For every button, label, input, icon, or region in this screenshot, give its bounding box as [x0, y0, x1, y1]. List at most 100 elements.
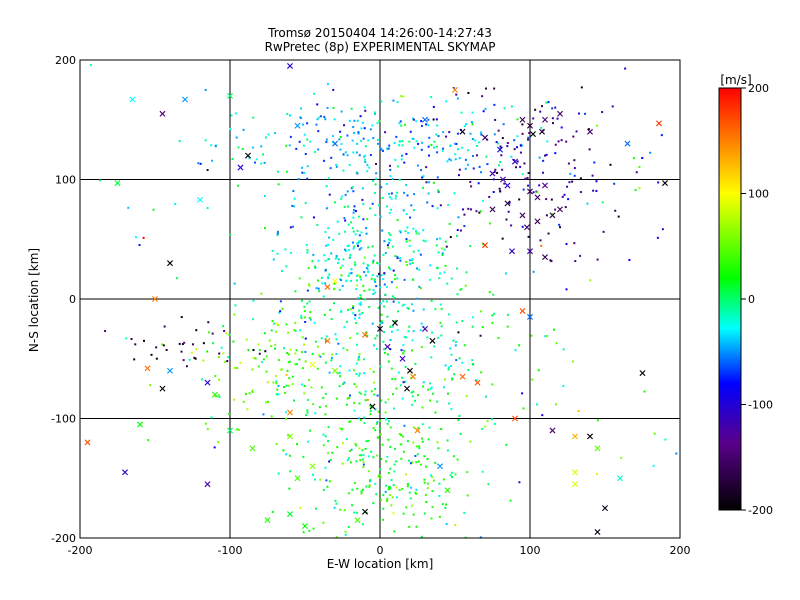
dot-point [461, 146, 464, 149]
x-marker-point [594, 529, 601, 536]
dot-point [657, 181, 660, 184]
dot-point [288, 144, 291, 147]
dot-point [566, 185, 569, 188]
x-marker-point [489, 170, 496, 177]
dot-point [275, 382, 278, 385]
x-marker-point [167, 367, 173, 374]
dot-point [175, 277, 178, 280]
dot-point [438, 494, 441, 497]
colorbar [719, 88, 741, 510]
dot-point [567, 162, 570, 165]
dot-point [455, 93, 458, 96]
dot-point [438, 277, 441, 280]
dot-point [194, 357, 197, 360]
dot-point [398, 229, 401, 232]
y-tick-label: -200 [51, 532, 76, 545]
dot-point [454, 473, 457, 476]
dot-point [405, 240, 408, 243]
dot-point [311, 260, 314, 263]
dot-point [340, 279, 343, 282]
dot-point [380, 148, 383, 151]
dot-point [125, 337, 128, 340]
x-marker-point [542, 254, 548, 261]
dot-point [326, 276, 329, 279]
dot-point [402, 450, 405, 453]
dot-point [601, 201, 604, 204]
dot-point [195, 348, 198, 351]
dot-point [353, 261, 356, 264]
dot-point [411, 395, 414, 398]
dot-point [352, 369, 355, 372]
dot-point [554, 143, 557, 146]
dot-point [518, 344, 521, 347]
colorbar-label: [m/s] [720, 73, 751, 87]
x-marker-point [392, 319, 398, 326]
x-marker-point [422, 325, 428, 332]
dot-point [233, 366, 236, 369]
dot-point [387, 471, 390, 474]
dot-point [417, 394, 420, 397]
dot-point [364, 399, 367, 402]
dot-point [559, 226, 562, 229]
dot-point [342, 442, 345, 445]
dot-point [454, 344, 457, 347]
dot-point [341, 284, 344, 287]
dot-point [358, 391, 361, 394]
dot-point [285, 373, 288, 376]
dot-point [333, 288, 336, 291]
dot-point [185, 365, 188, 368]
dot-point [358, 447, 361, 450]
dot-point [306, 165, 309, 168]
dot-point [352, 306, 355, 309]
dot-point [480, 131, 483, 134]
dot-point [356, 119, 359, 122]
dot-point [467, 149, 470, 152]
dot-point [388, 211, 391, 214]
dot-point [376, 122, 379, 125]
dot-point [202, 359, 205, 362]
dot-point [340, 143, 343, 146]
dot-point [426, 201, 429, 204]
dot-point [317, 287, 320, 290]
dot-point [223, 329, 226, 332]
x-marker-point [527, 188, 533, 195]
dot-point [288, 487, 291, 490]
dot-point [277, 323, 280, 326]
dot-point [595, 124, 598, 127]
dot-point [287, 361, 290, 364]
dot-point [357, 358, 360, 361]
dot-point [435, 145, 438, 148]
dot-point [445, 503, 448, 506]
dot-point [385, 460, 388, 463]
dot-point [617, 215, 620, 218]
dot-point [505, 218, 508, 221]
dot-point [299, 116, 302, 119]
dot-point [427, 145, 430, 148]
dot-point [342, 383, 345, 386]
dot-point [370, 390, 373, 393]
dot-point [361, 488, 364, 491]
dot-point [638, 186, 641, 189]
dot-point [152, 208, 155, 211]
dot-point [377, 475, 380, 478]
dot-point [569, 172, 572, 175]
dot-point [283, 385, 286, 388]
dot-point [450, 353, 453, 356]
dot-point [322, 295, 325, 298]
dot-point [411, 258, 414, 261]
dot-point [405, 506, 408, 509]
dot-point [322, 521, 325, 524]
dot-point [200, 378, 203, 381]
dot-point [182, 359, 185, 362]
x-marker-point [287, 62, 293, 69]
dot-point [280, 368, 283, 371]
dot-point [376, 261, 379, 264]
x-marker-point [204, 379, 211, 386]
data-points [84, 62, 678, 538]
dot-point [437, 135, 440, 138]
dot-point [379, 322, 382, 325]
dot-point [470, 185, 473, 188]
x-marker-point [227, 92, 233, 99]
dot-point [311, 473, 314, 476]
